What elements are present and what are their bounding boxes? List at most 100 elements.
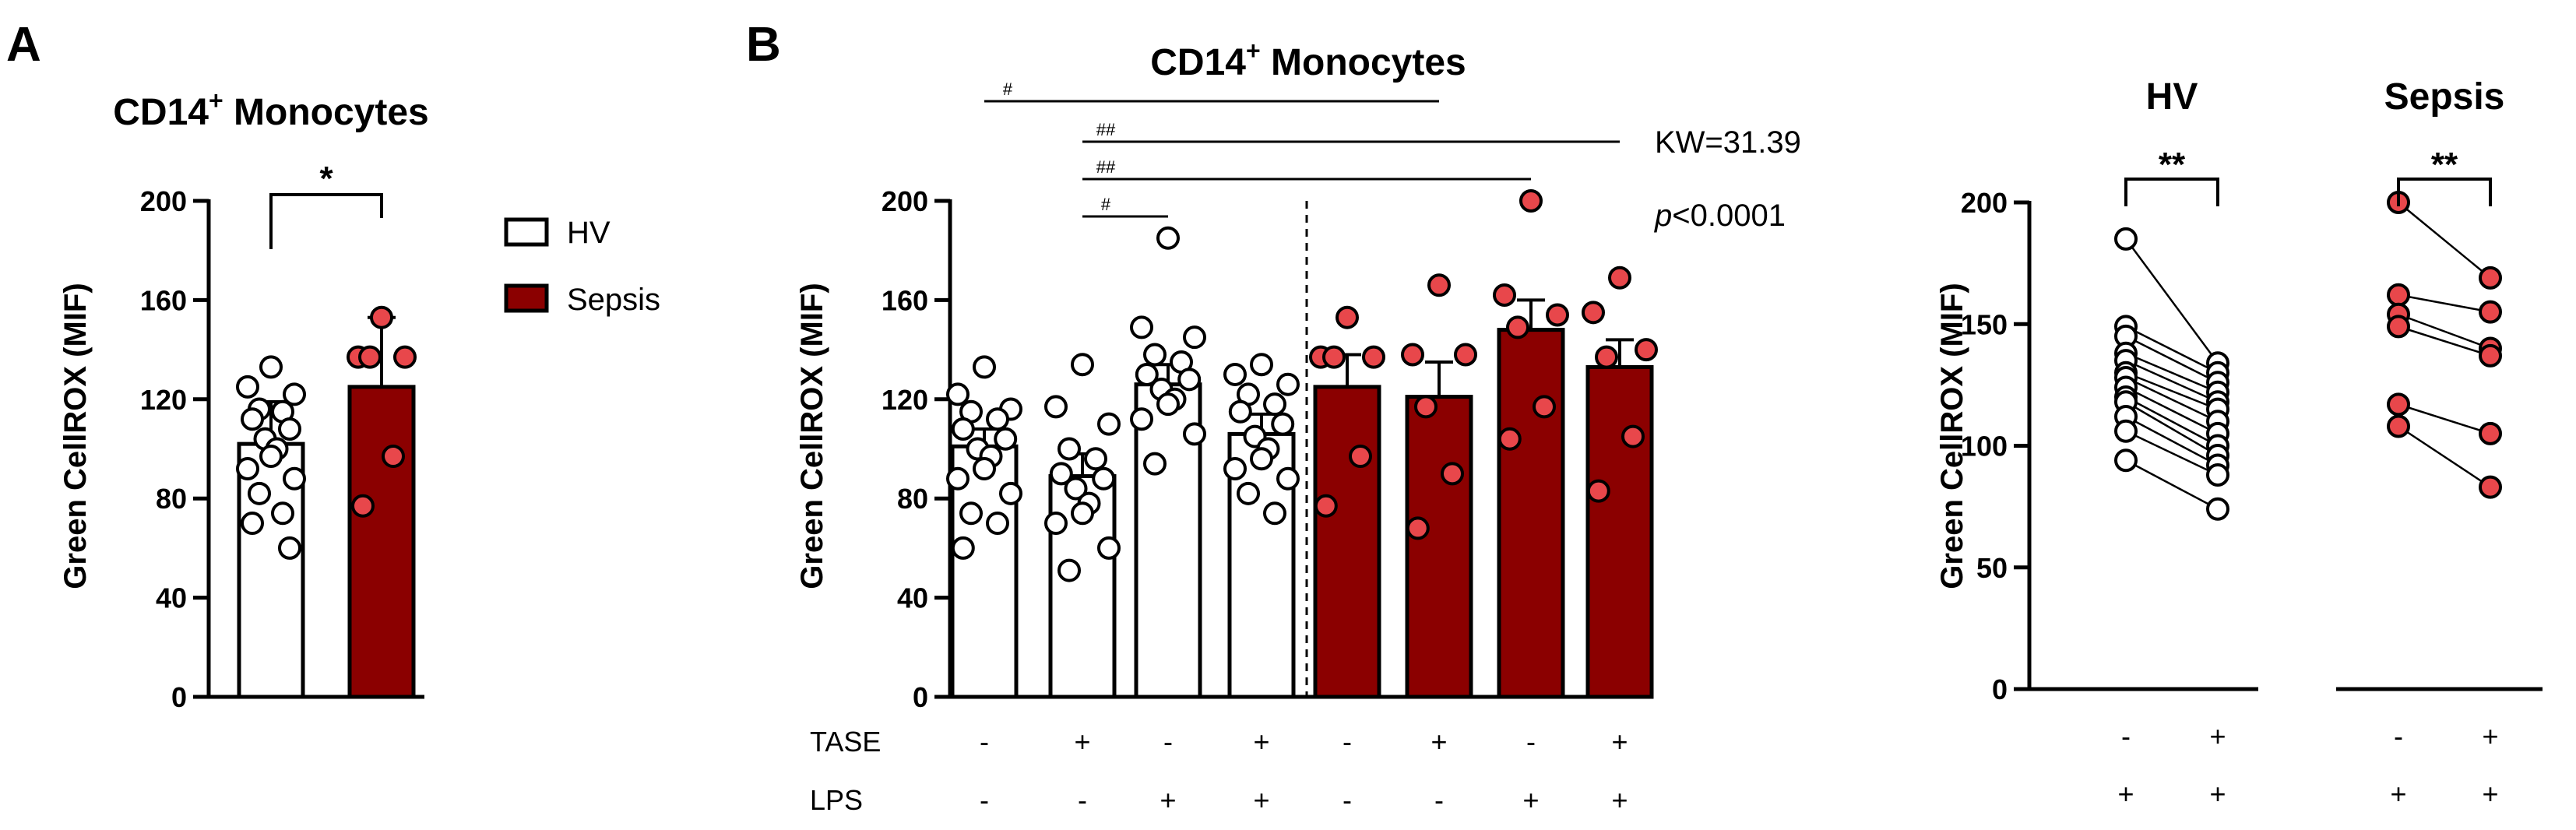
panel-b-comparison-label: # xyxy=(1003,79,1013,99)
panel-a-sepsis-bar xyxy=(347,385,416,699)
paired-hv-lps-sign: + xyxy=(2209,778,2226,810)
paired-hv-tase-sign: - xyxy=(2121,720,2131,752)
panel-a-sepsis-point xyxy=(382,445,405,469)
panel-letter-b: B xyxy=(746,18,781,72)
panel-a-hv-point xyxy=(271,501,294,526)
paired-hv-significance-label: ** xyxy=(2159,146,2186,184)
legend-sepsis-swatch xyxy=(504,283,549,313)
paired-sepsis-pair-line xyxy=(2398,403,2491,435)
panel-b-group-2-point xyxy=(1071,501,1094,526)
paired-hv-before-point xyxy=(2114,227,2138,251)
panel-b-group-5-point xyxy=(1322,345,1346,369)
panel-a-ytick-label: 200 xyxy=(140,185,187,217)
legend-hv-label: HV xyxy=(567,216,611,250)
paired-hv-pair-line xyxy=(2125,396,2219,447)
panel-b-tase-sign: + xyxy=(1253,726,1269,758)
panel-b-group-6-point xyxy=(1427,273,1451,297)
panel-b-ytick-label: 160 xyxy=(882,284,928,316)
panel-a-hv-point xyxy=(278,417,301,441)
panel-a-sepsis-point xyxy=(358,345,382,369)
legend-hv-swatch xyxy=(504,217,549,247)
panel-a-hv-point xyxy=(278,536,301,560)
panel-b-group-8-point xyxy=(1582,301,1605,325)
kw-statistic: KW=31.39 xyxy=(1655,125,1801,160)
paired-sepsis-significance-bracket xyxy=(2397,178,2492,206)
panel-b-group-3-point xyxy=(1143,452,1167,476)
panel-a-ytick-label: 40 xyxy=(156,582,187,614)
panel-b-comparison-label: ## xyxy=(1096,120,1116,139)
paired-sepsis-before-point xyxy=(2387,414,2410,438)
paired-sepsis-after-point xyxy=(2479,266,2502,290)
paired-sepsis-pair-line xyxy=(2398,425,2491,488)
panel-b-group-3-point xyxy=(1143,343,1167,367)
panel-a-ytick-label: 0 xyxy=(171,681,187,713)
panel-a-hv-point xyxy=(236,456,259,480)
panel-b-group-1-point xyxy=(973,456,996,480)
paired-sepsis-before-point xyxy=(2387,392,2410,417)
paired-sepsis-title: Sepsis xyxy=(2384,76,2505,118)
paired-hv-pair-line xyxy=(2125,430,2219,477)
panel-b-group-5-bar xyxy=(1313,385,1381,699)
panel-b-ytick-label: 200 xyxy=(882,185,928,217)
paired-ytick-label: 100 xyxy=(1961,431,2008,462)
paired-hv-after-point xyxy=(2206,497,2229,521)
paired-sepsis-pair-line xyxy=(2398,202,2491,279)
panel-a-hv-point xyxy=(283,382,306,406)
panel-b-group-8-point xyxy=(1586,479,1610,503)
paired-sepsis-before-point xyxy=(2387,283,2410,307)
paired-ylabel: Green CellROX (MIF) xyxy=(1935,283,1969,589)
paired-hv-after-point xyxy=(2206,463,2229,487)
panel-b-group-4-point xyxy=(1223,362,1247,386)
panel-b-group-6-point xyxy=(1406,516,1430,540)
paired-ytick-label: 150 xyxy=(1961,308,2008,340)
paired-ytick-label: 50 xyxy=(1976,552,2008,584)
panel-b-group-1-point xyxy=(959,501,983,526)
panel-b-ytick-label: 0 xyxy=(913,681,928,713)
panel-a-hv-point xyxy=(248,481,271,505)
panel-b-ytick-label: 40 xyxy=(897,582,928,614)
paired-hv-significance-bracket xyxy=(2124,178,2219,206)
paired-sepsis-tase-sign: - xyxy=(2394,720,2403,752)
panel-a-hv-point xyxy=(259,355,283,379)
panel-b-tase-sign: - xyxy=(1526,726,1536,758)
panel-b-group-3-point xyxy=(1156,226,1180,250)
paired-sepsis-pair-line xyxy=(2398,294,2491,313)
panel-b-group-7-point xyxy=(1546,303,1569,327)
panel-b-ytick-label: 120 xyxy=(882,384,928,416)
panel-b-lps-sign: - xyxy=(980,784,989,816)
panel-b-group-7-point xyxy=(1497,427,1522,451)
panel-b-group-1-point xyxy=(946,382,970,406)
panel-b-group-2-point xyxy=(1057,558,1081,582)
panel-b-group-7-bar xyxy=(1497,328,1565,699)
paired-hv-pair-line xyxy=(2125,401,2219,457)
panel-a-sepsis-point xyxy=(393,345,417,369)
panel-b-lps-sign: + xyxy=(1253,784,1269,816)
panel-a-hv-point xyxy=(236,375,259,399)
panel-b-group-3-point xyxy=(1183,422,1206,446)
panel-b-group-3-point xyxy=(1177,368,1202,392)
panel-b-group-8-point xyxy=(1595,345,1618,369)
panel-b-group-7-point xyxy=(1519,189,1543,213)
panel-b-group-3-point xyxy=(1135,362,1159,386)
panel-a-ytick-label: 160 xyxy=(140,284,187,316)
panel-b-group-6-point xyxy=(1414,395,1438,419)
panel-b-title: CD14+ Monocytes xyxy=(1150,37,1466,83)
paired-hv-pair-line xyxy=(2125,376,2219,423)
panel-b-group-1-point xyxy=(999,481,1022,505)
paired-sepsis-lps-sign: + xyxy=(2390,778,2406,810)
panel-b-group-5-point xyxy=(1314,494,1338,518)
panel-a-hv-point xyxy=(283,466,306,491)
panel-b-tase-sign: + xyxy=(1074,726,1090,758)
paired-hv-pair-line xyxy=(2125,459,2219,510)
paired-hv-pair-line xyxy=(2125,325,2219,374)
paired-hv-before-point xyxy=(2114,448,2138,473)
panel-b-ytick-label: 80 xyxy=(897,483,928,515)
panel-b-group-1-point xyxy=(946,466,970,491)
panel-b-group-4-point xyxy=(1276,466,1300,491)
panel-b-group-8-point xyxy=(1635,338,1658,362)
panel-a-title: CD14+ Monocytes xyxy=(113,86,428,133)
panel-a-ylabel: Green CellROX (MIF) xyxy=(58,283,93,589)
panel-a-ytick-label: 80 xyxy=(156,483,187,515)
panel-b-group-2-point xyxy=(1057,437,1081,461)
